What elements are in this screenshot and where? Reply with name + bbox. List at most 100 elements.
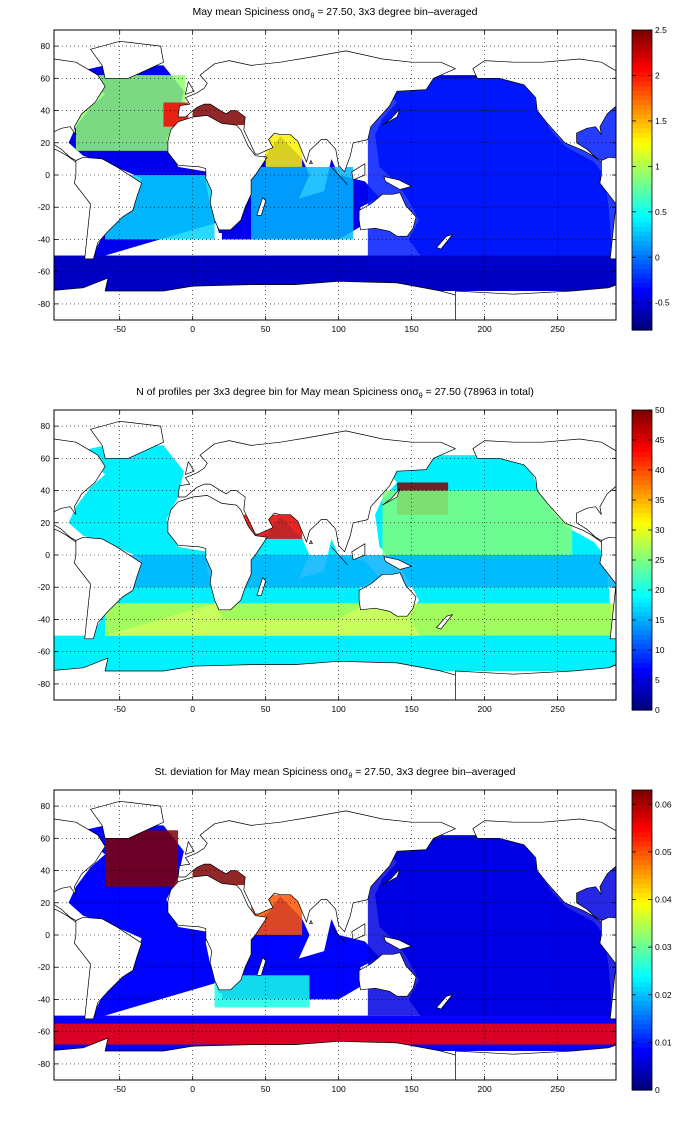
landmass [436, 234, 453, 250]
colorbar-segment [632, 438, 652, 444]
landmass [185, 841, 195, 855]
colorbar-segment [632, 410, 652, 416]
colorbar-segment [632, 255, 652, 261]
colorbar-segment [632, 804, 652, 810]
landmass [599, 536, 616, 640]
colorbar-segment [632, 151, 652, 158]
landmass [472, 818, 616, 923]
colorbar-segment [632, 503, 652, 510]
landmass [351, 543, 366, 561]
std-deviation-panel: St. deviation for May mean Spiciness onσ… [0, 760, 696, 1140]
x-tick-label: 100 [332, 324, 346, 334]
colorbar-tick-label: 2.5 [655, 25, 667, 35]
colorbar-segment [632, 452, 652, 458]
landmass [90, 420, 164, 459]
landmass [167, 875, 268, 991]
colorbar-segment [632, 1029, 652, 1035]
colorbar-segment [632, 301, 652, 308]
colorbar-segment [632, 1075, 652, 1082]
landmass [351, 163, 366, 181]
landmass [383, 936, 412, 950]
colorbar-segment [632, 1071, 652, 1077]
colorbar-segment [632, 930, 652, 936]
colorbar-segment [632, 653, 652, 660]
colorbar-segment [632, 137, 652, 144]
colorbar-tick-label: -0.5 [655, 298, 670, 308]
colorbar-segment [632, 583, 652, 589]
colorbar-segment [632, 259, 652, 265]
colorbar-segment [632, 1047, 652, 1054]
x-tick-label: -50 [114, 1084, 127, 1094]
colorbar-segment [632, 269, 652, 275]
colorbar-segment [632, 1043, 652, 1049]
colorbar-segment [632, 156, 652, 162]
landmass [615, 48, 616, 50]
colorbar-segment [632, 58, 652, 64]
y-tick-label: 80 [41, 801, 51, 811]
colorbar-segment [632, 90, 652, 97]
landmass [455, 664, 616, 700]
colorbar-segment [632, 588, 652, 594]
x-tick-label: 100 [332, 1084, 346, 1094]
landmass [382, 108, 401, 126]
y-tick-label: 80 [41, 41, 51, 51]
colorbar-frame [631, 789, 653, 1091]
landmass [256, 197, 267, 216]
y-tick-label: 80 [41, 421, 51, 431]
colorbar-tick-label: 1.5 [655, 116, 667, 126]
landmass [331, 166, 348, 186]
colorbar-segment [632, 114, 652, 120]
colorbar-segment [632, 597, 652, 603]
colorbar-tick-label: 20 [655, 585, 665, 595]
landmass [256, 957, 267, 976]
colorbar-segment [632, 616, 652, 622]
colorbar-segment [632, 578, 652, 585]
colorbar-tick-label: 2 [655, 70, 660, 80]
landmass [90, 40, 164, 79]
y-tick-label: -60 [38, 647, 51, 657]
colorbar-segment [632, 630, 652, 636]
landmass [90, 800, 164, 839]
colorbar-segment [632, 879, 652, 885]
colorbar-segment [632, 855, 652, 861]
landmass [167, 115, 268, 231]
colorbar-segment [632, 869, 652, 875]
landmass [383, 176, 412, 190]
y-tick-label: -40 [38, 614, 51, 624]
landmass [185, 81, 195, 95]
colorbar-segment [632, 700, 652, 706]
region-cell [251, 166, 354, 240]
colorbar-segment [632, 531, 652, 538]
colorbar-segment [632, 545, 652, 552]
colorbar-segment [632, 480, 652, 486]
colorbar-segment [632, 958, 652, 965]
x-tick-label: 0 [190, 1084, 195, 1094]
colorbar-segment [632, 916, 652, 922]
colorbar-segment [632, 278, 652, 284]
colorbar-segment [632, 1085, 652, 1091]
colorbar-segment [632, 194, 652, 200]
colorbar-segment [632, 644, 652, 650]
colorbar-segment [632, 818, 652, 824]
colorbar-segment [632, 986, 652, 993]
colorbar-segment [632, 925, 652, 932]
colorbar-segment [632, 897, 652, 904]
landmass [54, 818, 106, 923]
colorbar-tick-label: 15 [655, 615, 665, 625]
y-tick-label: 60 [41, 833, 51, 843]
landmass [177, 50, 456, 173]
colorbar-segment [632, 226, 652, 233]
colorbar-segment [632, 240, 652, 247]
colorbar-segment [632, 794, 652, 800]
landmass [256, 577, 267, 596]
landmass [455, 1044, 616, 1080]
colorbar-segment [632, 1080, 652, 1086]
y-tick-label: -80 [38, 679, 51, 689]
colorbar-segment [632, 1000, 652, 1007]
colorbar-segment [632, 86, 652, 92]
colorbar-segment [632, 841, 652, 847]
colorbar-segment [632, 147, 652, 153]
colorbar-segment [632, 996, 652, 1002]
y-tick-label: -40 [38, 994, 51, 1004]
landmass [351, 923, 366, 941]
